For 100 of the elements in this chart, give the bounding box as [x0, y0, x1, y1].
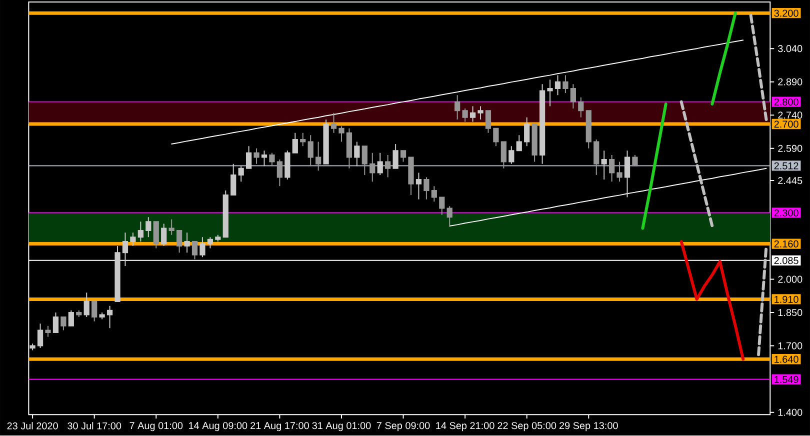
candlestick: [508, 146, 514, 165]
x-tick-label: 7 Sep 09:00: [376, 422, 430, 432]
candlestick: [439, 196, 445, 216]
candlestick: [539, 84, 546, 165]
x-tick-label: 23 Jul 2020: [7, 422, 58, 430]
candlestick: [362, 146, 368, 176]
candlestick: [176, 230, 182, 254]
candlestick: [462, 108, 468, 123]
line-series: [680, 240, 745, 361]
candlestick: [370, 152, 376, 182]
ref-line-label: 2.300: [774, 210, 798, 217]
candlestick: [276, 159, 283, 187]
candlestick: [168, 219, 174, 236]
ref-line-label: 1.640: [774, 356, 798, 364]
candlestick: [424, 176, 430, 200]
x-tick-label: 22 Sep 05:00: [498, 422, 556, 432]
ref-line-label: 2.512: [774, 162, 798, 170]
x-tick-label: 7 Aug 01:00: [130, 422, 183, 432]
candlestick: [570, 84, 576, 110]
candlestick: [122, 232, 128, 267]
candlestick: [138, 221, 144, 242]
y-tick-label: 1.400: [778, 409, 802, 416]
ref-line-label: 1.910: [774, 296, 798, 304]
candlestick: [215, 234, 221, 242]
candlestick: [238, 166, 244, 182]
x-tick-label: 14 Aug 09:00: [189, 422, 248, 432]
y-tick-label: 2.740: [778, 112, 802, 119]
ref-line-label: 2.160: [774, 240, 798, 248]
candlestick: [200, 236, 206, 258]
candlestick: [632, 154, 638, 167]
candlestick: [316, 141, 322, 172]
candlestick: [261, 150, 268, 167]
candlestick: [594, 139, 600, 176]
candlestick: [470, 106, 476, 123]
candlestick: [354, 141, 360, 167]
candlestick: [500, 141, 506, 170]
candlestick: [377, 152, 383, 176]
y-tick-label: 2.890: [778, 78, 802, 86]
candlestick: [106, 306, 113, 329]
y-tick-label: 3.040: [778, 45, 802, 52]
candlestick: [400, 150, 406, 162]
ref-line-label: 2.085: [774, 257, 798, 264]
candlestick: [385, 154, 391, 178]
line-series: [449, 168, 767, 227]
candlestick: [292, 132, 298, 154]
ref-line-label: 3.200: [774, 10, 798, 18]
candlestick: [493, 128, 499, 147]
candlestick: [308, 134, 314, 167]
candlestick: [532, 124, 538, 162]
x-tick-label: 30 Jul 17:00: [68, 422, 122, 430]
x-tick-label: 14 Sep 21:00: [436, 422, 494, 432]
line-series: [710, 12, 737, 106]
candlestick: [578, 97, 584, 118]
ref-line-label: 2.800: [774, 98, 798, 106]
candlestick: [60, 316, 66, 332]
candlestick: [37, 323, 44, 349]
x-tick-label: 31 Aug 01:00: [312, 422, 371, 432]
candlestick: [146, 216, 152, 238]
candlestick: [254, 148, 260, 165]
candlestick: [446, 206, 452, 227]
candlestick: [184, 232, 190, 254]
candlestick: [52, 312, 59, 334]
candlestick: [392, 144, 398, 170]
candlestick: [478, 106, 484, 120]
candlestick: [547, 79, 553, 107]
candlestick: [330, 112, 337, 134]
y-tick-label: 2.590: [778, 145, 802, 152]
candlestick: [300, 132, 306, 147]
line-series: [641, 102, 668, 230]
candlestick: [346, 128, 352, 170]
candlestick: [608, 154, 615, 182]
y-tick-label: 2.000: [778, 276, 802, 284]
candlestick: [269, 152, 275, 167]
ref-line-label: 1.549: [774, 376, 798, 384]
y-tick-label: 2.445: [778, 177, 802, 184]
candlestick: [68, 310, 74, 327]
candlestick: [161, 224, 167, 247]
candlestick: [624, 150, 630, 198]
candlestick: [416, 172, 422, 200]
ref-line-label: 2.700: [774, 120, 798, 128]
candlestick: [99, 312, 105, 320]
x-tick-label: 21 Aug 17:00: [250, 422, 309, 432]
candlestick: [338, 126, 344, 142]
candlestick: [130, 232, 136, 247]
candlestick: [586, 110, 592, 150]
candlestick: [454, 94, 460, 120]
candlestick: [230, 164, 236, 196]
candlestick: [76, 310, 82, 318]
candlestick: [524, 117, 530, 147]
candlestick: [246, 146, 252, 170]
candlestick: [323, 119, 329, 165]
candlestick: [431, 186, 437, 202]
candlestick: [45, 326, 51, 338]
candlestick: [222, 190, 228, 238]
candlestick: [408, 157, 414, 196]
candlestick: [485, 110, 492, 134]
candlestick: [601, 150, 607, 180]
candlestick: [554, 74, 561, 96]
candlestick: [616, 161, 622, 182]
line-series: [171, 40, 744, 145]
